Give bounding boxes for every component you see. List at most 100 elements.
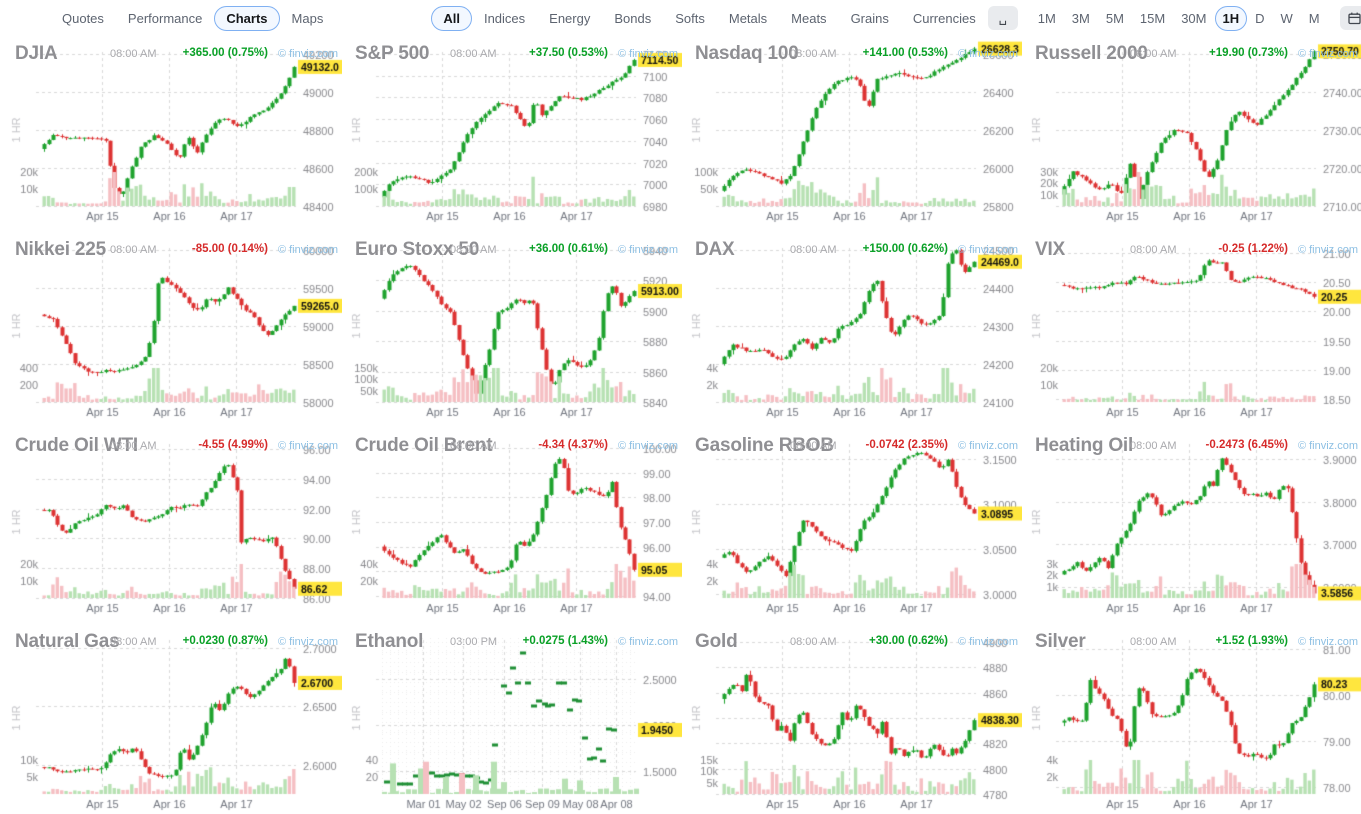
nav-item-all[interactable]: All: [431, 5, 472, 31]
chart-change-up: +0.0275 (1.43%): [522, 635, 608, 647]
chart-cell-nikkei-225: Nikkei 225 08:00 AM -85.00 (0.14%) © finviz…: [2, 232, 342, 428]
nav-item-maps[interactable]: Maps: [291, 10, 324, 26]
nav-item-quotes[interactable]: Quotes: [62, 10, 104, 26]
chart-title: Nikkei 225: [15, 239, 106, 260]
nav-item-energy[interactable]: Energy: [549, 10, 591, 26]
chart-change-down: -4.34 (4.37%): [538, 439, 608, 451]
chart-cell-crude-oil-brent: Crude Oil Brent 08:00 AM -4.34 (4.37%) © fi…: [342, 428, 682, 624]
nav-item-softs[interactable]: Softs: [675, 10, 705, 26]
chart-time-label: 08:00 AM: [790, 636, 837, 648]
finviz-brand-link[interactable]: © finviz.com: [617, 636, 678, 648]
nav-item-3m[interactable]: 3M: [1071, 10, 1090, 26]
finviz-brand-link[interactable]: © finviz.com: [1297, 440, 1358, 452]
chart-change-up: +1.52 (1.93%): [1215, 635, 1288, 647]
finviz-brand-link[interactable]: © finviz.com: [957, 48, 1018, 60]
chart-title: Silver: [1035, 631, 1086, 652]
chart-canvas-natural-gas[interactable]: [2, 624, 342, 814]
nav-item-currencies[interactable]: Currencies: [912, 10, 976, 26]
nav-item-bonds[interactable]: Bonds: [614, 10, 652, 26]
chart-change-up: +30.00 (0.62%): [869, 635, 948, 647]
chart-change-up: +150.00 (0.62%): [862, 243, 948, 255]
chart-change-down: -4.55 (4.99%): [198, 439, 268, 451]
chart-change-up: +0.0230 (0.87%): [182, 635, 268, 647]
finviz-brand-link[interactable]: © finviz.com: [277, 440, 338, 452]
chart-canvas-ethanol[interactable]: [342, 624, 682, 814]
expand-layout-button[interactable]: ␣: [987, 6, 1018, 30]
chart-time-label: 08:00 AM: [1130, 244, 1177, 256]
chart-title: Nasdaq 100: [695, 43, 799, 64]
chart-title: DAX: [695, 239, 735, 260]
nav-item-grains[interactable]: Grains: [850, 10, 889, 26]
chart-cell-gasoline-rbob: Gasoline RBOB 08:00 AM -0.0742 (2.35%) © fi…: [682, 428, 1022, 624]
chart-cell-djia: DJIA 08:00 AM +365.00 (0.75%) © finviz.com: [2, 36, 342, 232]
chart-change-up: +365.00 (0.75%): [182, 47, 268, 59]
nav-item-15m[interactable]: 15M: [1139, 10, 1166, 26]
nav-item-30m[interactable]: 30M: [1181, 10, 1207, 26]
chart-canvas-silver[interactable]: [1022, 624, 1361, 814]
finviz-brand-link[interactable]: © finviz.com: [957, 244, 1018, 256]
finviz-brand-link[interactable]: © finviz.com: [1297, 244, 1358, 256]
calendar-button[interactable]: [1339, 6, 1361, 30]
chart-canvas-euro-stoxx-50[interactable]: [342, 232, 682, 428]
chart-canvas-crude-oil-brent[interactable]: [342, 428, 682, 624]
chart-cell-russell-2000: Russell 2000 08:00 AM +19.90 (0.73%) © finv…: [1022, 36, 1361, 232]
nav-item-metals[interactable]: Metals: [728, 10, 768, 26]
chart-canvas-dax[interactable]: [682, 232, 1022, 428]
chart-time-label: 03:00 PM: [450, 636, 498, 648]
nav-item-d[interactable]: D: [1255, 10, 1265, 26]
chart-change-down: -85.00 (0.14%): [191, 243, 268, 255]
nav-item-charts[interactable]: Charts: [214, 5, 280, 31]
chart-change-up: +19.90 (0.73%): [1209, 47, 1288, 59]
finviz-brand-link[interactable]: © finviz.com: [617, 440, 678, 452]
chart-time-label: 08:00 AM: [450, 244, 497, 256]
nav-item-meats[interactable]: Meats: [791, 10, 827, 26]
chart-canvas-russell-2000[interactable]: [1022, 36, 1361, 232]
chart-change-down: -0.0742 (2.35%): [865, 439, 948, 451]
chart-time-label: 08:00 AM: [110, 244, 157, 256]
chart-time-label: 08:00 AM: [790, 48, 837, 60]
chart-canvas-gasoline-rbob[interactable]: [682, 428, 1022, 624]
chart-time-label: 08:00 AM: [110, 636, 157, 648]
finviz-brand-link[interactable]: © finviz.com: [277, 244, 338, 256]
finviz-brand-link[interactable]: © finviz.com: [957, 636, 1018, 648]
chart-title: Gold: [695, 631, 738, 652]
finviz-brand-link[interactable]: © finviz.com: [617, 48, 678, 60]
chart-canvas-vix[interactable]: [1022, 232, 1361, 428]
calendar-icon: [1348, 12, 1361, 24]
nav-item-m[interactable]: M: [1308, 10, 1320, 26]
nav-item-performance[interactable]: Performance: [127, 10, 203, 26]
nav-item-1m[interactable]: 1M: [1037, 10, 1056, 26]
finviz-brand-link[interactable]: © finviz.com: [617, 244, 678, 256]
chart-canvas-nikkei-225[interactable]: [2, 232, 342, 428]
chart-cell-dax: DAX 08:00 AM +150.00 (0.62%) © finviz.com: [682, 232, 1022, 428]
finviz-brand-link[interactable]: © finviz.com: [277, 48, 338, 60]
chart-canvas-s-p-500[interactable]: [342, 36, 682, 232]
chart-time-label: 08:00 AM: [1130, 48, 1177, 60]
chart-change-down: -0.25 (1.22%): [1218, 243, 1288, 255]
chart-title: VIX: [1035, 239, 1066, 260]
chart-change-up: +37.50 (0.53%): [529, 47, 608, 59]
finviz-brand-link[interactable]: © finviz.com: [957, 440, 1018, 452]
finviz-brand-link[interactable]: © finviz.com: [1297, 48, 1358, 60]
chart-cell-silver: Silver 08:00 AM +1.52 (1.93%) © finviz.com: [1022, 624, 1361, 814]
chart-time-label: 08:00 AM: [790, 440, 837, 452]
chart-canvas-crude-oil-wti[interactable]: [2, 428, 342, 624]
chart-canvas-nasdaq-100[interactable]: [682, 36, 1022, 232]
chart-title: Natural Gas: [15, 631, 120, 652]
finviz-brand-link[interactable]: © finviz.com: [1297, 636, 1358, 648]
finviz-brand-link[interactable]: © finviz.com: [277, 636, 338, 648]
nav-item-w[interactable]: W: [1280, 10, 1293, 26]
chart-cell-ethanol: Ethanol 03:00 PM +0.0275 (1.43%) © finviz.c…: [342, 624, 682, 814]
top-navbar: Quotes Performance Charts Maps All Indices En…: [0, 0, 1361, 36]
nav-item-indices[interactable]: Indices: [483, 10, 526, 26]
chart-canvas-heating-oil[interactable]: [1022, 428, 1361, 624]
chart-title: DJIA: [15, 43, 58, 64]
chart-change-up: +141.00 (0.53%): [862, 47, 948, 59]
chart-canvas-gold[interactable]: [682, 624, 1022, 814]
chart-title: Crude Oil Brent: [355, 435, 493, 456]
chart-change-down: -0.2473 (6.45%): [1205, 439, 1288, 451]
nav-group-timeframes: ␣ 1M 3M 5M 15M 30M 1H D W M: [987, 5, 1361, 31]
nav-item-5m[interactable]: 5M: [1105, 10, 1124, 26]
chart-canvas-djia[interactable]: [2, 36, 342, 232]
nav-item-1h[interactable]: 1H: [1214, 5, 1248, 31]
